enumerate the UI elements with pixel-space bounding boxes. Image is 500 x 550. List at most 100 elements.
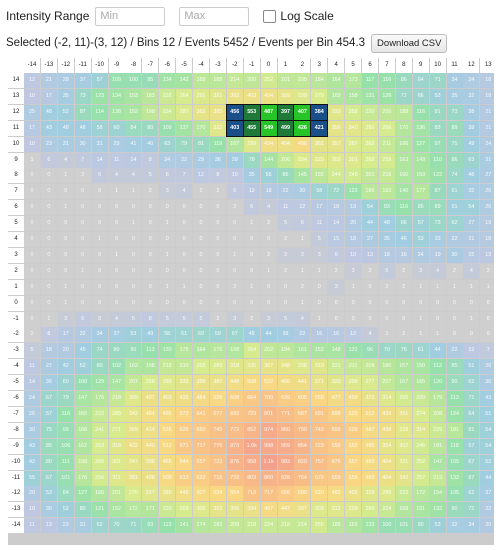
heatmap-cell[interactable]: 347 <box>125 455 141 470</box>
heatmap-cell[interactable]: 456 <box>278 375 294 390</box>
heatmap-cell[interactable]: 83 <box>430 121 446 136</box>
heatmap-cell[interactable]: 36 <box>41 375 57 390</box>
heatmap-cell[interactable]: 152 <box>109 502 125 517</box>
heatmap-cell[interactable]: 17 <box>58 327 74 342</box>
heatmap-cell[interactable]: 2 <box>75 168 91 183</box>
heatmap-cell[interactable]: 206 <box>278 153 294 168</box>
heatmap-cell[interactable]: 860 <box>261 471 277 486</box>
heatmap-cell[interactable]: 100 <box>379 518 395 533</box>
heatmap-cell[interactable]: 105 <box>447 486 463 501</box>
heatmap-cell[interactable]: 520 <box>345 407 361 422</box>
heatmap-cell[interactable]: 314 <box>413 423 429 438</box>
heatmap-cell[interactable]: 45 <box>75 343 91 358</box>
heatmap-cell[interactable]: 1 <box>413 312 429 327</box>
heatmap-cell[interactable]: 0 <box>92 264 108 279</box>
heatmap-cell[interactable]: 0 <box>227 216 243 231</box>
heatmap-cell[interactable]: 0 <box>125 264 141 279</box>
heatmap-cell[interactable]: 121 <box>92 502 108 517</box>
heatmap-cell[interactable]: 194 <box>278 343 294 358</box>
heatmap-cell[interactable]: 0 <box>311 280 327 295</box>
heatmap-cell[interactable]: 301 <box>109 455 125 470</box>
heatmap-cell[interactable]: 269 <box>176 502 192 517</box>
heatmap-cell[interactable]: 16 <box>328 327 344 342</box>
heatmap-cell[interactable]: 158 <box>345 89 361 104</box>
heatmap-cell[interactable]: 0 <box>447 312 463 327</box>
heatmap-cell[interactable]: 229 <box>159 502 175 517</box>
heatmap-cell[interactable]: 180 <box>379 359 395 374</box>
heatmap-cell[interactable]: 757 <box>311 455 327 470</box>
heatmap-cell[interactable]: 26 <box>24 407 40 422</box>
heatmap-cell[interactable]: 74 <box>92 343 108 358</box>
heatmap-cell[interactable]: 134 <box>109 89 125 104</box>
heatmap-cell[interactable]: 0 <box>480 312 494 327</box>
heatmap-cell[interactable]: 71 <box>463 391 479 406</box>
heatmap-cell[interactable]: 85 <box>413 200 429 215</box>
heatmap-cell[interactable]: 404 <box>379 471 395 486</box>
heatmap-cell[interactable]: 959 <box>278 439 294 454</box>
heatmap-cell[interactable]: 641 <box>193 407 209 422</box>
heatmap-cell[interactable]: 309 <box>125 391 141 406</box>
heatmap-cell[interactable]: 10 <box>24 137 40 152</box>
heatmap-cell[interactable]: 403 <box>159 391 175 406</box>
heatmap-cell[interactable]: 177 <box>413 184 429 199</box>
heatmap-cell[interactable]: 0 <box>176 200 192 215</box>
heatmap-cell[interactable]: 213 <box>430 471 446 486</box>
heatmap-cell[interactable]: 51 <box>480 407 494 422</box>
heatmap-cell[interactable]: 455 <box>244 121 260 136</box>
heatmap-cell[interactable]: 220 <box>362 105 378 120</box>
heatmap-cell[interactable]: 2 <box>396 264 412 279</box>
heatmap-cell[interactable]: 114 <box>92 105 108 120</box>
heatmap-cell[interactable]: 1 <box>447 280 463 295</box>
heatmap-cell[interactable]: 0 <box>396 312 412 327</box>
heatmap-cell[interactable]: 168 <box>396 502 412 517</box>
heatmap-cell[interactable]: 69 <box>193 327 209 342</box>
heatmap-cell[interactable]: 269 <box>362 137 378 152</box>
heatmap-cell[interactable]: 3 <box>159 184 175 199</box>
max-input[interactable] <box>179 7 249 26</box>
heatmap-cell[interactable]: 0 <box>41 216 57 231</box>
heatmap-cell[interactable]: 17 <box>41 89 57 104</box>
heatmap-cell[interactable]: 6 <box>41 153 57 168</box>
heatmap-cell[interactable]: 2 <box>210 184 226 199</box>
heatmap-cell[interactable]: 123 <box>92 89 108 104</box>
heatmap-cell[interactable]: 0 <box>480 296 494 311</box>
heatmap-cell[interactable]: 6 <box>159 168 175 183</box>
heatmap-cell[interactable]: 320 <box>328 375 344 390</box>
heatmap-cell[interactable]: 656 <box>328 439 344 454</box>
heatmap-cell[interactable]: 147 <box>109 375 125 390</box>
heatmap-cell[interactable]: 147 <box>75 391 91 406</box>
heatmap-cell[interactable]: 214 <box>294 518 310 533</box>
heatmap-cell[interactable]: 260 <box>362 502 378 517</box>
heatmap-cell[interactable]: 552 <box>345 439 361 454</box>
heatmap-cell[interactable]: 487 <box>362 423 378 438</box>
heatmap-cell[interactable]: 101 <box>396 518 412 533</box>
heatmap-cell[interactable]: 90 <box>447 375 463 390</box>
heatmap-cell[interactable]: 801 <box>261 407 277 422</box>
heatmap-cell[interactable]: 162 <box>75 439 91 454</box>
heatmap-cell[interactable]: 4 <box>109 168 125 183</box>
heatmap-cell[interactable]: 408 <box>142 471 158 486</box>
heatmap-cell[interactable]: 116 <box>58 407 74 422</box>
heatmap-cell[interactable]: 656 <box>278 486 294 501</box>
heatmap-cell[interactable]: 244 <box>328 168 344 183</box>
heatmap-cell[interactable]: 0 <box>24 248 40 263</box>
heatmap-cell[interactable]: 1 <box>294 232 310 247</box>
heatmap-cell[interactable]: 1 <box>244 280 260 295</box>
heatmap-cell[interactable]: 0 <box>193 216 209 231</box>
heatmap-cell[interactable]: 0 <box>193 200 209 215</box>
heatmap-cell[interactable]: 23 <box>58 518 74 533</box>
heatmap-cell[interactable]: 33 <box>430 232 446 247</box>
heatmap-cell[interactable]: 133 <box>362 518 378 533</box>
heatmap-cell[interactable]: 2 <box>278 232 294 247</box>
heatmap-cell[interactable]: 0 <box>109 280 125 295</box>
heatmap-cell[interactable]: 164 <box>328 73 344 88</box>
heatmap-cell[interactable]: 676 <box>328 455 344 470</box>
heatmap-cell[interactable]: 105 <box>447 455 463 470</box>
heatmap-cell[interactable]: 622 <box>193 471 209 486</box>
heatmap-cell[interactable]: 134 <box>159 73 175 88</box>
heatmap-cell[interactable]: 8 <box>142 312 158 327</box>
heatmap-cell[interactable]: 211 <box>345 359 361 374</box>
heatmap-cell[interactable]: 2 <box>193 184 209 199</box>
heatmap-cell[interactable]: 328 <box>396 423 412 438</box>
heatmap-cell[interactable]: 150 <box>413 359 429 374</box>
